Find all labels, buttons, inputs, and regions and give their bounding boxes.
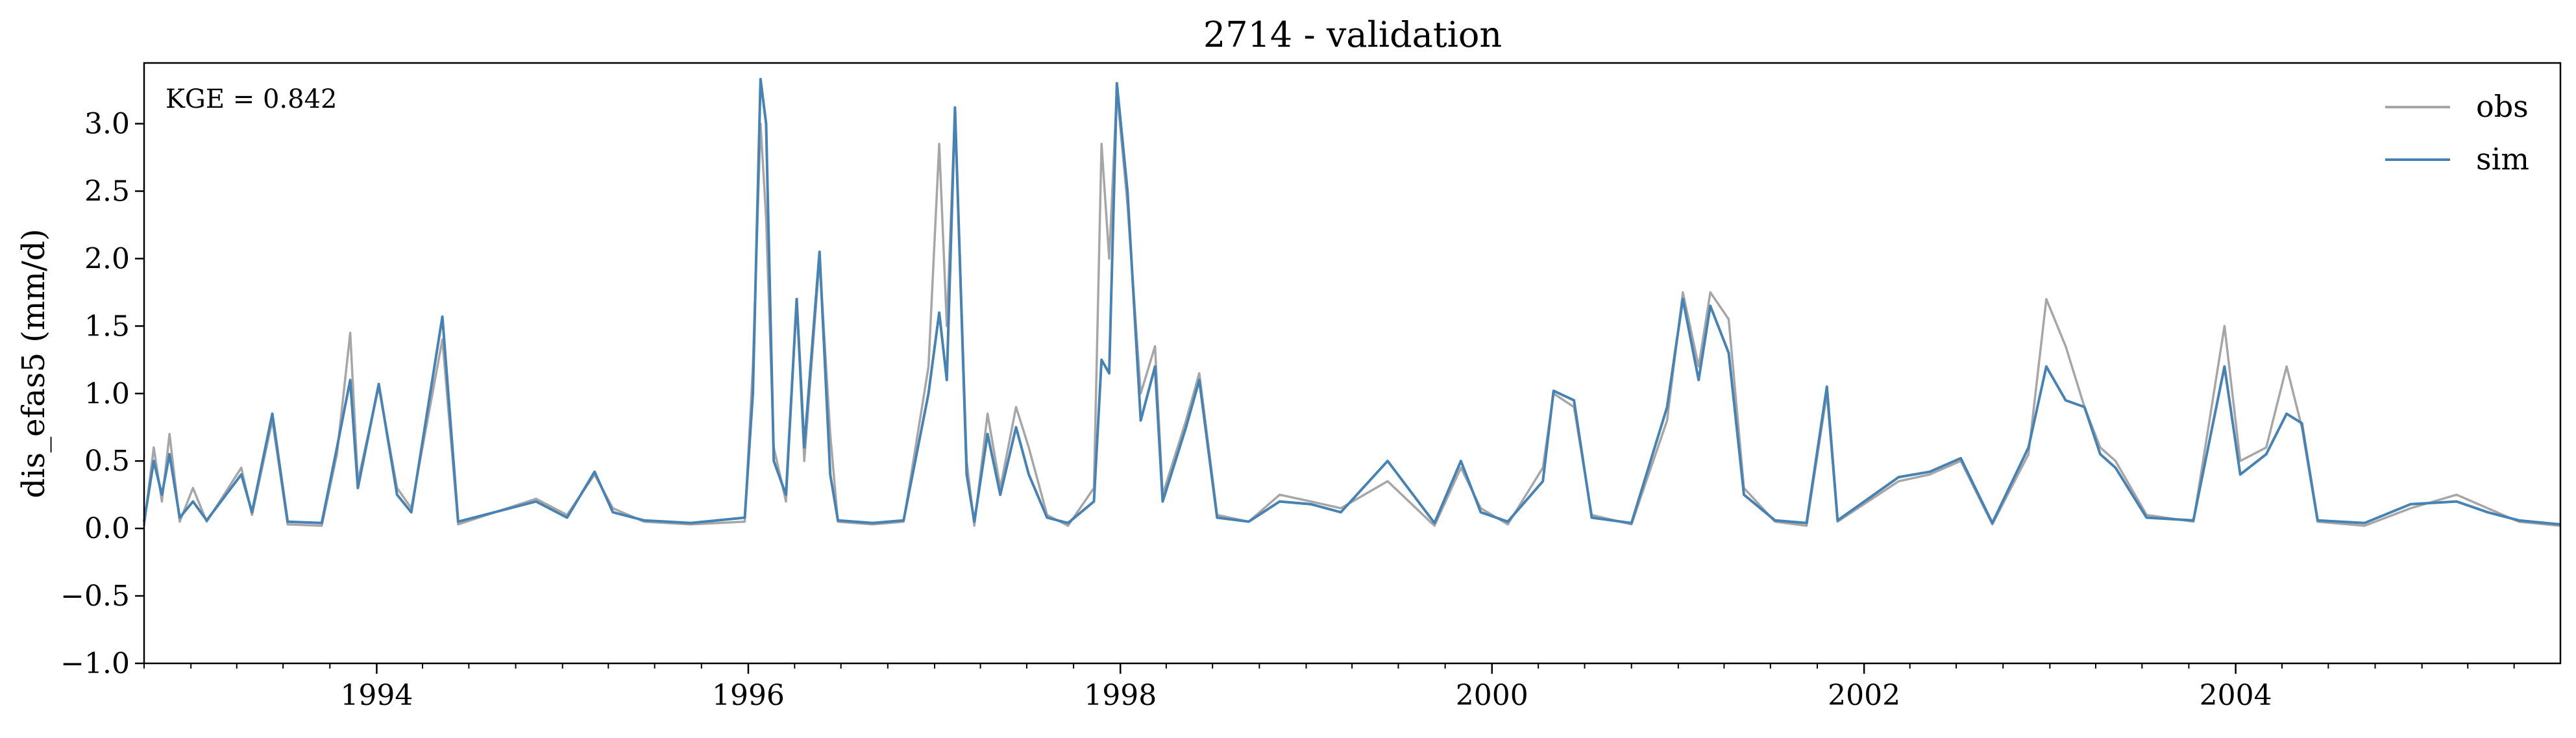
plot-area <box>143 77 2561 527</box>
chart-title: 2714 - validation <box>1203 14 1502 55</box>
y-tick-label: 0.5 <box>84 445 130 478</box>
x-tick-label: 2000 <box>1456 679 1528 712</box>
y-tick-label: −0.5 <box>60 580 130 613</box>
y-tick-label: 2.0 <box>84 242 130 275</box>
y-tick-label: −1.0 <box>60 647 130 680</box>
y-tick-label: 2.5 <box>84 175 130 208</box>
x-tick-label: 1996 <box>712 679 785 712</box>
x-tick-label: 2002 <box>1828 679 1900 712</box>
x-tick-label: 2004 <box>2200 679 2272 712</box>
y-tick-label: 1.0 <box>84 377 130 410</box>
axes: −1.0 −0.5 0.0 0.5 1.0 1.5 2.0 2.5 3.0 1994 1996 199… <box>60 62 2562 712</box>
legend-label-sim: sim <box>2476 141 2529 177</box>
x-tick-label: 1998 <box>1084 679 1157 712</box>
legend-label-obs: obs <box>2476 89 2529 124</box>
y-tick-label: 3.0 <box>84 108 130 141</box>
y-tick-label: 0.0 <box>84 512 130 545</box>
legend: obs sim <box>2385 89 2529 177</box>
x-tick-label: 1994 <box>340 679 413 712</box>
kge-annotation: KGE = 0.842 <box>166 84 337 114</box>
series-line-sim <box>143 77 2561 526</box>
y-axis-label: dis_efas5 (mm/d) <box>16 228 52 498</box>
y-tick-label: 1.5 <box>84 310 130 343</box>
